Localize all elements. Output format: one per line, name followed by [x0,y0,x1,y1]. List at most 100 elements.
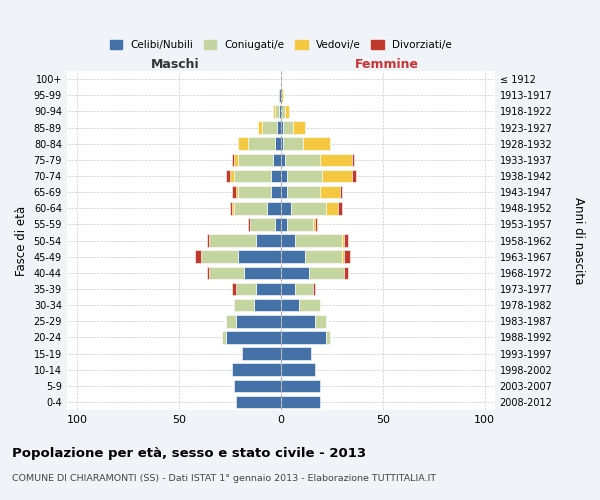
Bar [281,234,295,247]
Bar [234,154,238,166]
Bar [310,266,344,279]
Bar [283,138,303,150]
Bar [232,202,234,214]
Y-axis label: Anni di nascita: Anni di nascita [572,197,585,284]
Bar [279,105,281,118]
Bar [232,282,236,296]
Bar [305,250,342,263]
Bar [234,299,254,312]
Bar [232,186,236,198]
Bar [281,299,299,312]
Bar [287,218,313,230]
Bar [209,234,256,247]
Y-axis label: Fasce di età: Fasce di età [15,206,28,276]
Bar [281,315,316,328]
Bar [250,218,275,230]
Bar [234,202,266,214]
Bar [208,234,209,247]
Bar [287,186,320,198]
Bar [281,380,320,392]
Bar [295,234,342,247]
Bar [244,266,281,279]
Bar [221,331,226,344]
Bar [230,170,234,182]
Bar [275,138,281,150]
Bar [316,315,326,328]
Bar [277,121,281,134]
Bar [338,202,342,214]
Bar [293,121,305,134]
Bar [281,89,283,102]
Bar [303,138,330,150]
Bar [281,282,295,296]
Bar [281,121,283,134]
Bar [262,121,277,134]
Bar [271,186,281,198]
Bar [295,282,313,296]
Bar [209,266,244,279]
Bar [232,154,234,166]
Bar [313,282,316,296]
Bar [275,105,279,118]
Bar [256,234,281,247]
Bar [236,315,281,328]
Bar [248,138,275,150]
Bar [226,170,230,182]
Bar [238,138,248,150]
Bar [281,105,285,118]
Bar [320,186,340,198]
Bar [281,218,287,230]
Bar [254,299,281,312]
Bar [281,331,326,344]
Bar [281,364,316,376]
Bar [236,282,256,296]
Bar [342,234,344,247]
Bar [291,202,326,214]
Bar [256,282,281,296]
Bar [271,170,281,182]
Bar [281,396,320,408]
Bar [281,202,291,214]
Bar [285,154,320,166]
Bar [232,364,281,376]
Bar [281,348,311,360]
Bar [272,105,275,118]
Bar [322,170,352,182]
Bar [287,170,322,182]
Text: Maschi: Maschi [151,58,199,71]
Bar [281,170,287,182]
Bar [342,250,344,263]
Bar [234,380,281,392]
Bar [230,202,232,214]
Bar [226,315,236,328]
Bar [238,250,281,263]
Bar [326,202,338,214]
Bar [340,186,342,198]
Bar [226,331,281,344]
Bar [242,348,281,360]
Bar [299,299,320,312]
Bar [266,202,281,214]
Bar [272,154,281,166]
Bar [281,154,285,166]
Legend: Celibi/Nubili, Coniugati/e, Vedovi/e, Divorziati/e: Celibi/Nubili, Coniugati/e, Vedovi/e, Di… [106,36,456,54]
Bar [275,218,281,230]
Bar [281,138,283,150]
Bar [316,218,317,230]
Bar [313,218,316,230]
Bar [344,266,348,279]
Bar [281,186,287,198]
Text: COMUNE DI CHIARAMONTI (SS) - Dati ISTAT 1° gennaio 2013 - Elaborazione TUTTITALI: COMUNE DI CHIARAMONTI (SS) - Dati ISTAT … [12,474,436,483]
Bar [285,105,289,118]
Bar [281,250,305,263]
Text: Popolazione per età, sesso e stato civile - 2013: Popolazione per età, sesso e stato civil… [12,448,366,460]
Bar [344,234,348,247]
Bar [202,250,238,263]
Bar [208,266,209,279]
Bar [259,121,262,134]
Bar [234,170,271,182]
Bar [320,154,352,166]
Bar [238,186,271,198]
Bar [281,266,310,279]
Bar [283,121,293,134]
